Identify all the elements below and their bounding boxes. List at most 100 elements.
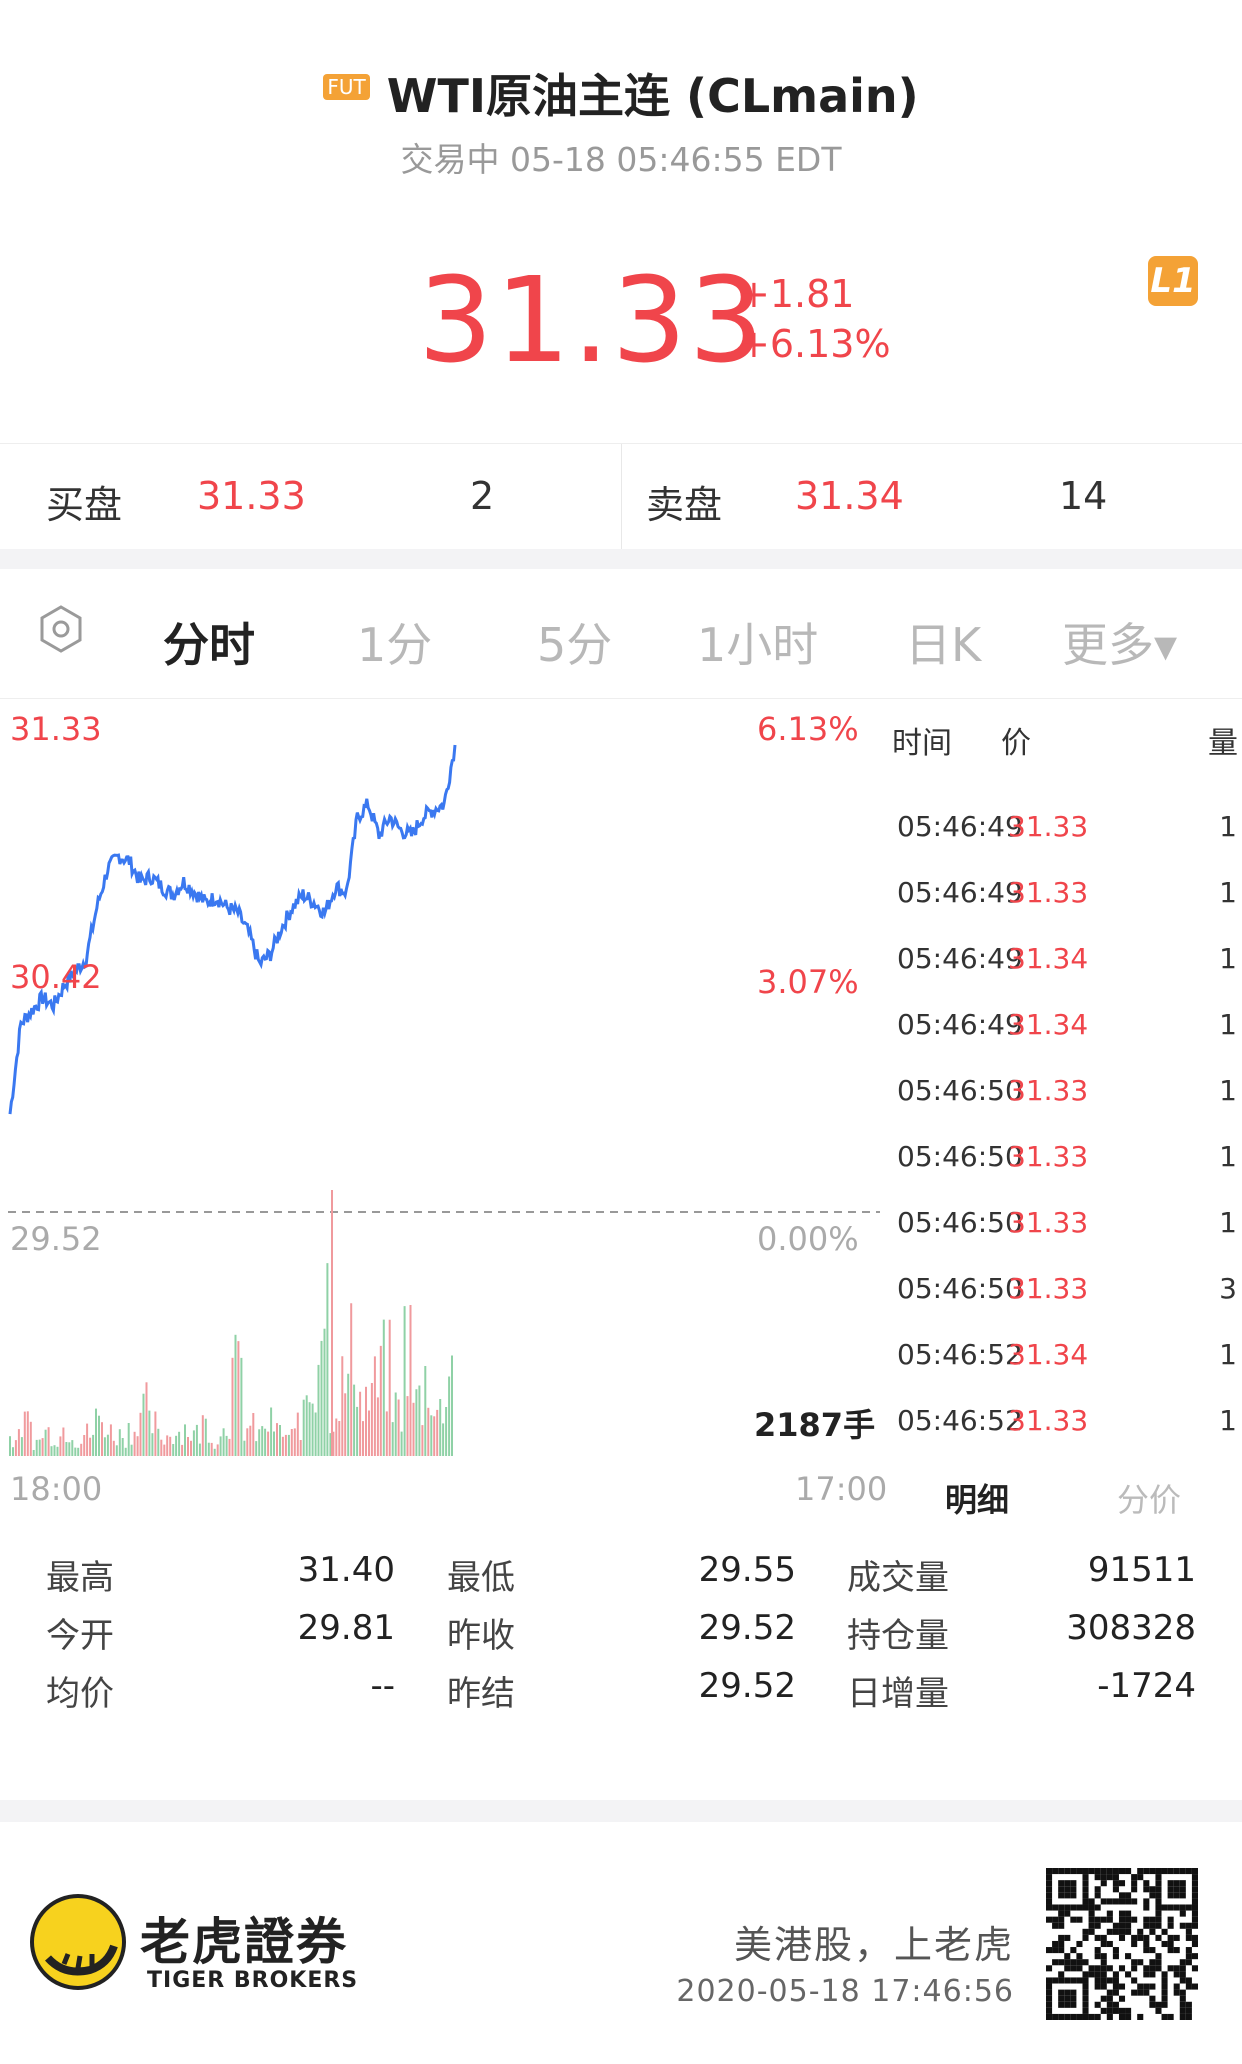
trade-volume: 1: [1219, 1206, 1237, 1239]
trade-row: 05:46:49 31.34 1: [891, 942, 1241, 1008]
last-price-wrap: 31.33: [418, 255, 766, 385]
ticker-tabs: 明细 分价: [885, 1465, 1242, 1525]
trade-time: 05:46:50: [897, 1272, 1023, 1305]
trade-volume: 1: [1219, 1338, 1237, 1371]
quote-stats: 最高 31.40 最低 29.55 成交量 91511 今开 29.81 昨收 …: [0, 1540, 1242, 1720]
volume-readout: 2187手: [754, 1406, 876, 1444]
axis-pct-base: 0.00%: [757, 1220, 859, 1258]
ask-price: 31.34: [795, 474, 904, 518]
bid-side: 买盘 31.33 2: [0, 444, 621, 550]
stat-value-avg: --: [370, 1666, 395, 1706]
tab-daily[interactable]: 日K: [905, 618, 982, 672]
instrument-title: WTI原油主连 (CLmain): [386, 69, 919, 123]
trade-price: 31.33: [1008, 810, 1089, 843]
qr-code-icon: [1046, 1868, 1198, 2020]
stat-label-volume: 成交量: [847, 1558, 949, 1598]
trade-time: 05:46:52: [897, 1404, 1023, 1437]
trade-row: 05:46:49 31.33 1: [891, 876, 1241, 942]
tiger-logo-icon: [30, 1894, 126, 1990]
trade-row: 05:46:49 31.33 1: [891, 810, 1241, 876]
chart-canvas: [8, 744, 880, 1456]
trade-volume: 1: [1219, 1008, 1237, 1041]
trading-status: 交易中 05-18 05:46:55 EDT: [400, 140, 842, 179]
bid-ask-divider: [621, 444, 622, 550]
stat-value-high: 31.40: [297, 1550, 395, 1590]
trade-time: 05:46:52: [897, 1338, 1023, 1371]
trade-volume: 1: [1219, 1140, 1237, 1173]
futures-badge: FUT: [323, 74, 370, 100]
last-price: 31.33: [418, 251, 766, 389]
trade-time: 05:46:50: [897, 1074, 1023, 1107]
trade-volume: 1: [1219, 876, 1237, 909]
stat-value-open: 29.81: [297, 1608, 395, 1648]
ask-qty: 14: [1059, 474, 1108, 518]
price-line: [8, 744, 457, 1115]
bid-label: 买盘: [46, 483, 123, 527]
trades-header-price: 价: [1001, 726, 1031, 761]
stat-value-prev-close: 29.52: [698, 1608, 796, 1648]
volume-bars: [9, 1190, 453, 1456]
axis-time-end: 17:00: [795, 1470, 888, 1508]
trade-time: 05:46:50: [897, 1140, 1023, 1173]
tab-more[interactable]: 更多▾: [1062, 618, 1178, 672]
level1-badge[interactable]: L1: [1148, 256, 1198, 306]
bid-qty: 2: [470, 474, 495, 518]
axis-price-high: 31.33: [10, 710, 102, 748]
tab-price-dist[interactable]: 分价: [1117, 1481, 1182, 1519]
footer: 老虎證券 TIGER BROKERS 美港股，上老虎 2020-05-18 17…: [0, 1822, 1242, 2064]
axis-time-start: 18:00: [10, 1470, 103, 1508]
stat-label-prev-close: 昨收: [447, 1616, 515, 1656]
bid-price: 31.33: [197, 474, 306, 518]
price-change-pct: +6.13%: [738, 322, 891, 366]
tab-detail[interactable]: 明细: [945, 1481, 1010, 1519]
slogan: 美港股，上老虎: [733, 1923, 1014, 1967]
trade-price: 31.33: [1008, 1404, 1089, 1437]
ask-label: 卖盘: [646, 483, 723, 527]
trade-time: 05:46:50: [897, 1206, 1023, 1239]
tab-1min[interactable]: 1分: [357, 618, 433, 672]
stat-label-open-interest: 持仓量: [847, 1616, 949, 1656]
stat-value-open-interest: 308328: [1066, 1608, 1196, 1648]
trade-row: 05:46:49 31.34 1: [891, 1008, 1241, 1074]
tab-5min[interactable]: 5分: [537, 618, 613, 672]
price-change-abs: +1.81: [738, 272, 855, 316]
section-separator: [0, 549, 1242, 569]
chart-period-tabs: 分时 1分 5分 1小时 日K 更多▾: [0, 569, 1242, 699]
trade-row: 05:46:50 31.33 1: [891, 1206, 1241, 1272]
stat-label-daily-change: 日增量: [847, 1674, 949, 1714]
trade-price: 31.33: [1008, 1074, 1089, 1107]
axis-price-mid: 30.42: [10, 958, 102, 996]
trade-price: 31.34: [1008, 942, 1089, 975]
trade-time: 05:46:49: [897, 1008, 1023, 1041]
trade-row: 05:46:50 31.33 1: [891, 1140, 1241, 1206]
trade-volume: 1: [1219, 942, 1237, 975]
trade-volume: 1: [1219, 1074, 1237, 1107]
brand-name-en: TIGER BROKERS: [147, 1968, 359, 1993]
intraday-chart[interactable]: 31.33 6.13% 30.42 3.07% 29.52 0.00% 2187…: [0, 700, 887, 1508]
tab-1hour[interactable]: 1小时: [697, 618, 819, 672]
share-timestamp: 2020-05-18 17:46:56: [676, 1974, 1014, 2009]
trade-row: 05:46:52 31.33 1: [891, 1404, 1241, 1470]
trade-volume: 1: [1219, 810, 1237, 843]
ask-side: 卖盘 31.34 14: [621, 444, 1242, 550]
trade-volume: 3: [1219, 1272, 1237, 1305]
stat-label-avg: 均价: [46, 1674, 114, 1714]
title-row: FUT WTI原油主连 (CLmain): [0, 60, 1242, 126]
stat-label-low: 最低: [447, 1558, 515, 1598]
axis-price-base: 29.52: [10, 1220, 102, 1258]
trade-row: 05:46:52 31.34 1: [891, 1338, 1241, 1404]
stat-label-open: 今开: [46, 1616, 114, 1656]
trade-price: 31.33: [1008, 1206, 1089, 1239]
stat-value-low: 29.55: [698, 1550, 796, 1590]
trade-price: 31.34: [1008, 1338, 1089, 1371]
axis-pct-high: 6.13%: [757, 710, 859, 748]
trade-price: 31.33: [1008, 1272, 1089, 1305]
stat-value-prev-settle: 29.52: [698, 1666, 796, 1706]
trades-header-time: 时间: [892, 726, 952, 761]
bid-ask-bar: 买盘 31.33 2 卖盘 31.34 14: [0, 443, 1242, 550]
brand-name-cn: 老虎證券: [140, 1913, 348, 1971]
settings-icon[interactable]: [36, 604, 86, 654]
tab-intraday[interactable]: 分时: [163, 618, 255, 672]
trade-price: 31.33: [1008, 876, 1089, 909]
trade-price: 31.34: [1008, 1008, 1089, 1041]
